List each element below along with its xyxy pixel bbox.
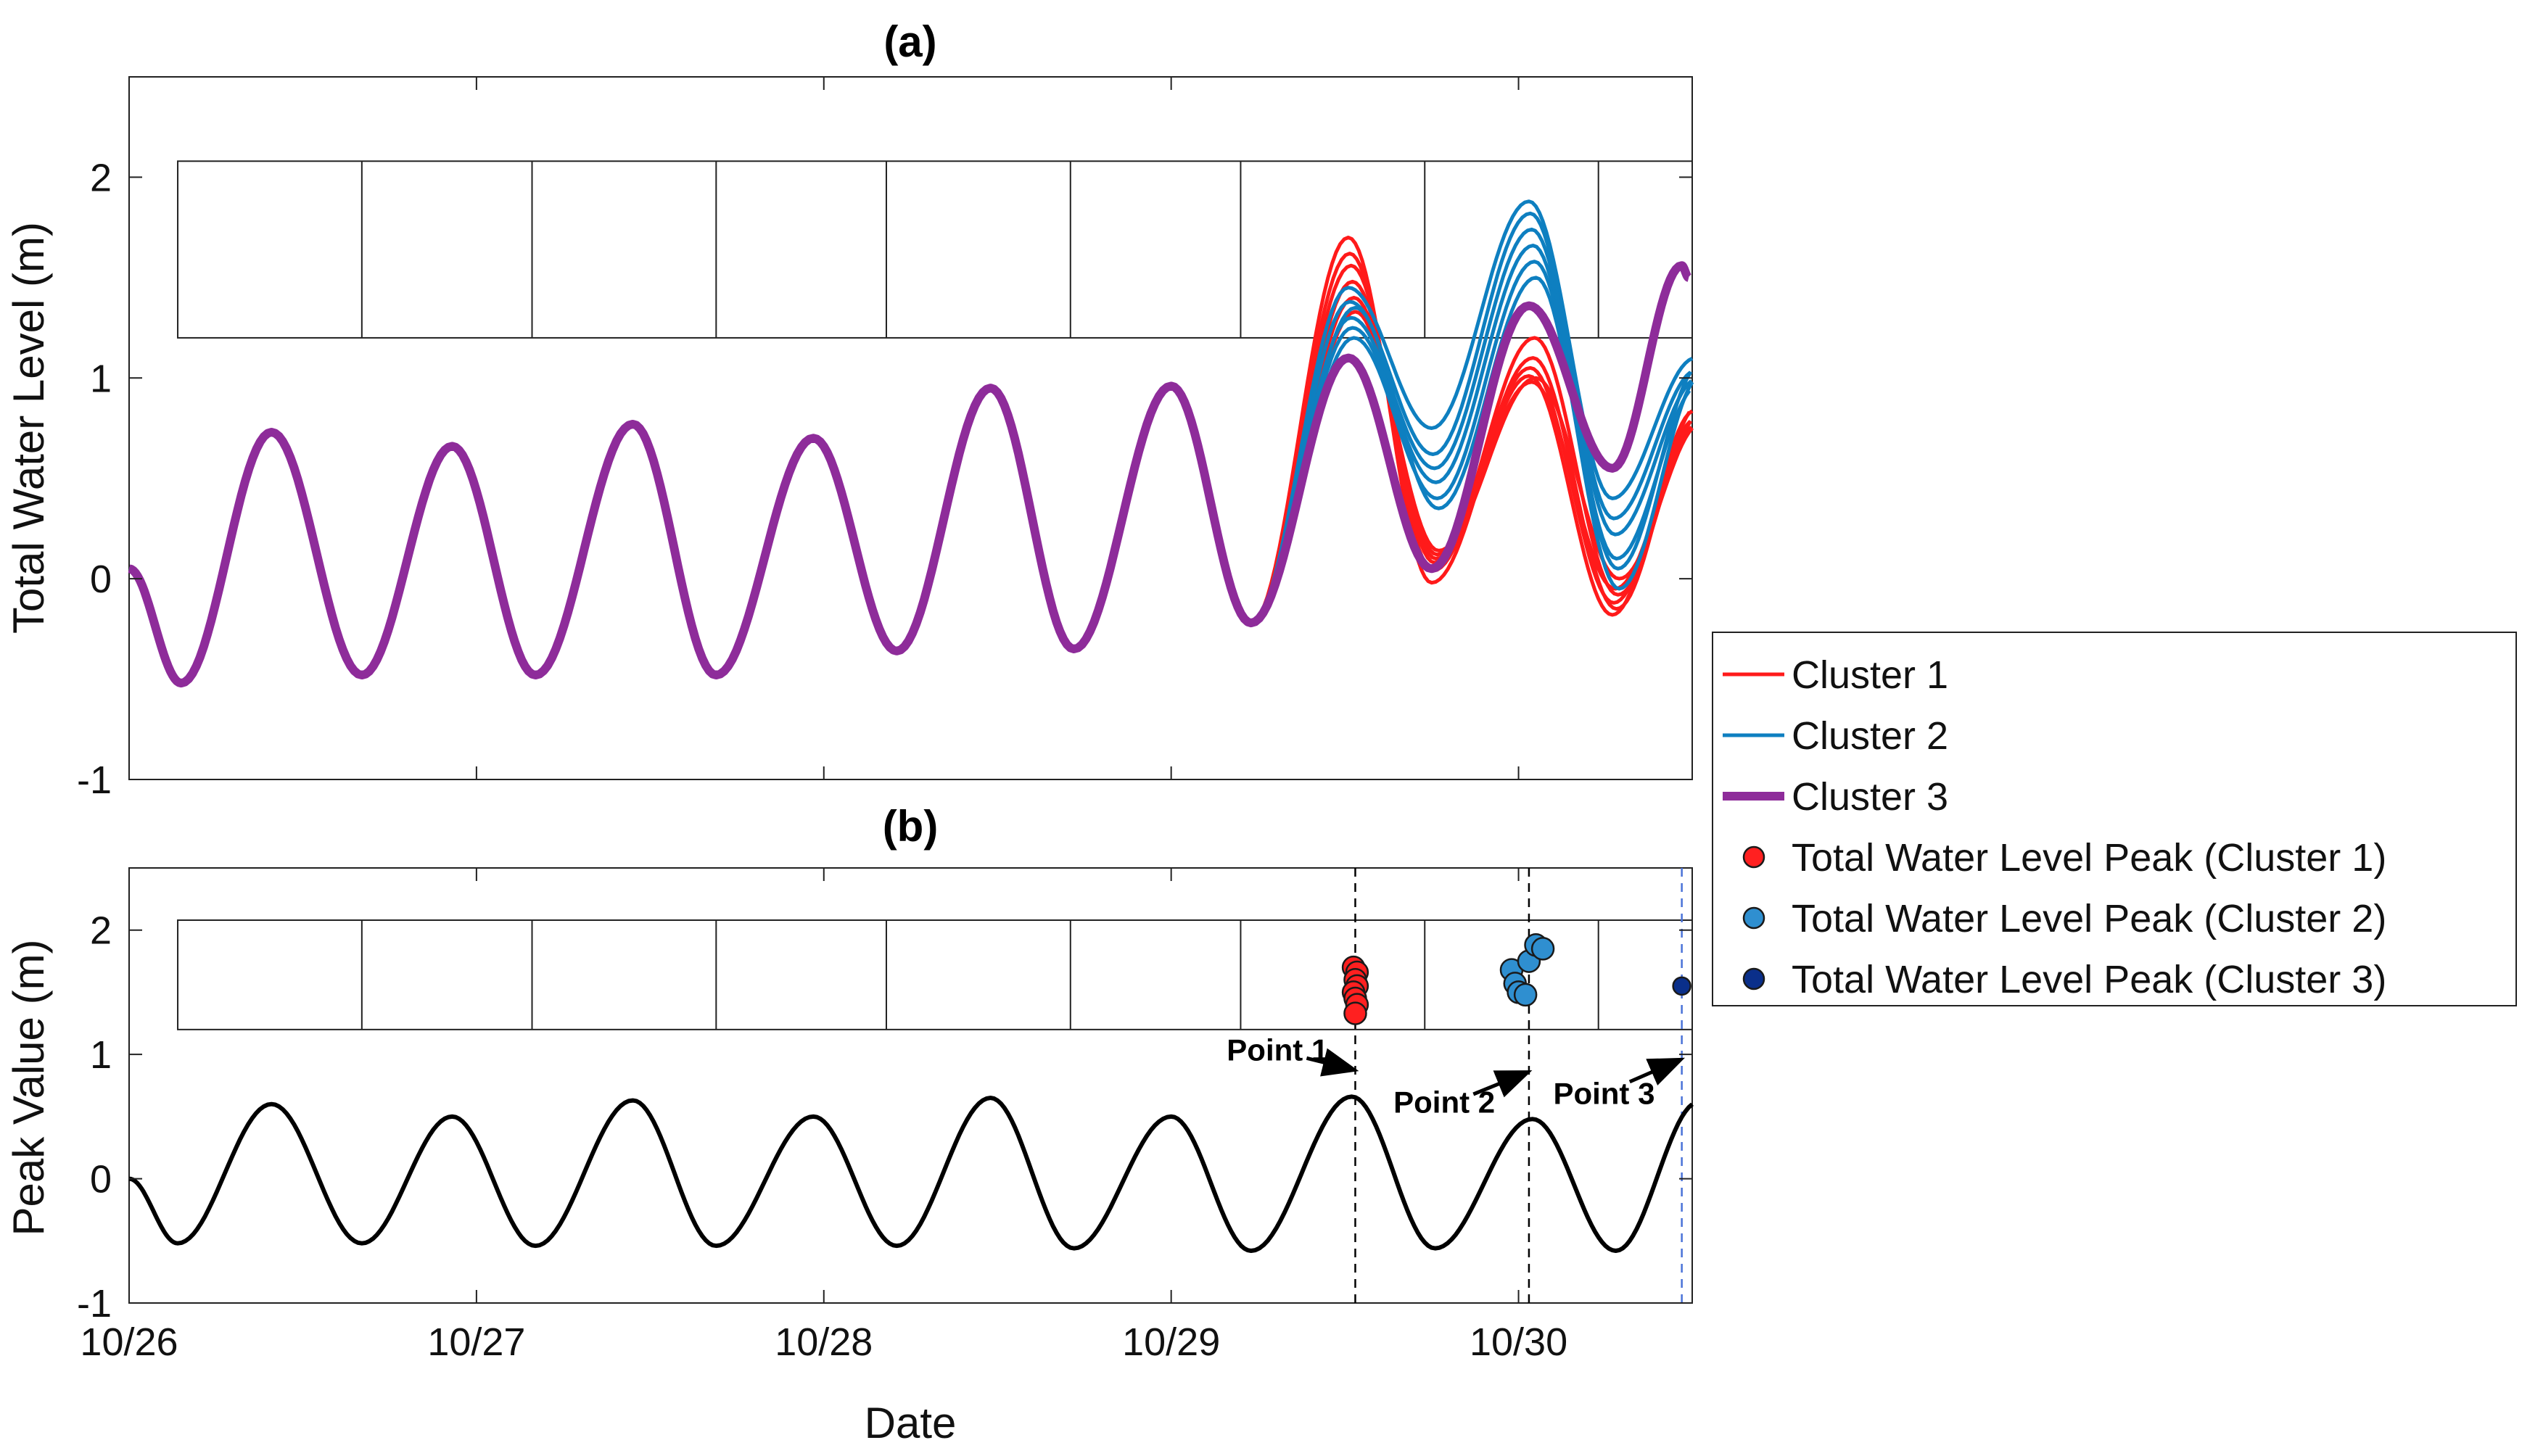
table-box xyxy=(177,919,1694,1030)
series-lines-a xyxy=(127,199,1694,688)
y-axis-label-b: Peak Value (m) xyxy=(4,939,53,1236)
tide-line-b xyxy=(128,1094,1694,1253)
y-axis-label-a: Total Water Level (m) xyxy=(4,222,53,634)
legend-items: Cluster 1 Cluster 2 Cluster 3 Total Water L… xyxy=(1723,653,2386,1001)
x-tick-label: 10/26 xyxy=(80,1320,178,1364)
legend-marker-total-water-level-peak-cluster-1 xyxy=(1742,845,1765,869)
x-ticks-b: 10/26 10/27 10/28 10/29 10/30 xyxy=(80,868,1567,1364)
peak-marker-cluster-1 xyxy=(1343,1001,1367,1025)
y-tick-label: 2 xyxy=(90,909,112,953)
table-grid-a xyxy=(177,160,1694,339)
peak-marker-cluster-2 xyxy=(1513,983,1538,1007)
y-ticks-a: -1 0 1 2 xyxy=(77,156,1692,802)
peak-markers-b xyxy=(1341,933,1691,1025)
annotation-arrow-1 xyxy=(1306,1048,1359,1077)
legend-label-total-water-level-peak-cluster-3: Total Water Level Peak (Cluster 3) xyxy=(1792,958,2386,1001)
legend-box xyxy=(1712,632,2517,1006)
peak-marker-cluster-2 xyxy=(1530,937,1555,961)
y-tick-label: 0 xyxy=(90,1158,112,1201)
series-line-cluster-3 xyxy=(127,261,1693,688)
annotation-point-3: Point 3 xyxy=(1553,1077,1654,1111)
x-tick-label: 10/30 xyxy=(1470,1320,1567,1364)
y-tick-label: 1 xyxy=(90,1033,112,1077)
chart-title-b: (b) xyxy=(883,802,939,851)
legend: Cluster 1 Cluster 2 Cluster 3 Total Water L… xyxy=(1712,632,2517,1006)
tide-line xyxy=(128,1094,1694,1253)
x-tick-label: 10/27 xyxy=(427,1320,525,1364)
y-tick-label: -1 xyxy=(77,758,112,802)
legend-label-cluster-3: Cluster 3 xyxy=(1792,775,1948,819)
legend-label-cluster-2: Cluster 2 xyxy=(1792,714,1948,758)
y-tick-label: 2 xyxy=(90,156,112,199)
annotation-arrow-3 xyxy=(1628,1057,1686,1086)
panel-a: -1 0 1 2 (a) Total Water Level (m) xyxy=(4,17,1694,802)
peak-marker-cluster-3 xyxy=(1672,976,1691,996)
table-grid-b xyxy=(177,919,1694,1030)
x-tick-label: 10/28 xyxy=(775,1320,873,1364)
x-ticks-a xyxy=(128,77,1520,779)
y-tick-label: 1 xyxy=(90,357,112,400)
legend-label-total-water-level-peak-cluster-2: Total Water Level Peak (Cluster 2) xyxy=(1792,897,2386,940)
axes-b-box xyxy=(128,867,1693,1304)
legend-label-total-water-level-peak-cluster-1: Total Water Level Peak (Cluster 1) xyxy=(1792,836,2386,880)
annotation-arrow-2 xyxy=(1472,1070,1533,1098)
legend-marker-total-water-level-peak-cluster-3 xyxy=(1742,967,1765,990)
y-tick-label: -1 xyxy=(77,1282,112,1325)
y-ticks-b: -1 0 1 2 xyxy=(77,909,1692,1325)
x-axis-label: Date xyxy=(865,1399,957,1447)
table-box xyxy=(177,160,1694,339)
legend-label-cluster-1: Cluster 1 xyxy=(1792,653,1948,697)
x-tick-label: 10/29 xyxy=(1122,1320,1220,1364)
legend-marker-total-water-level-peak-cluster-2 xyxy=(1742,906,1765,930)
y-tick-label: 0 xyxy=(90,558,112,601)
annotation-point-1: Point 1 xyxy=(1227,1033,1328,1067)
chart-title-a: (a) xyxy=(883,17,936,66)
